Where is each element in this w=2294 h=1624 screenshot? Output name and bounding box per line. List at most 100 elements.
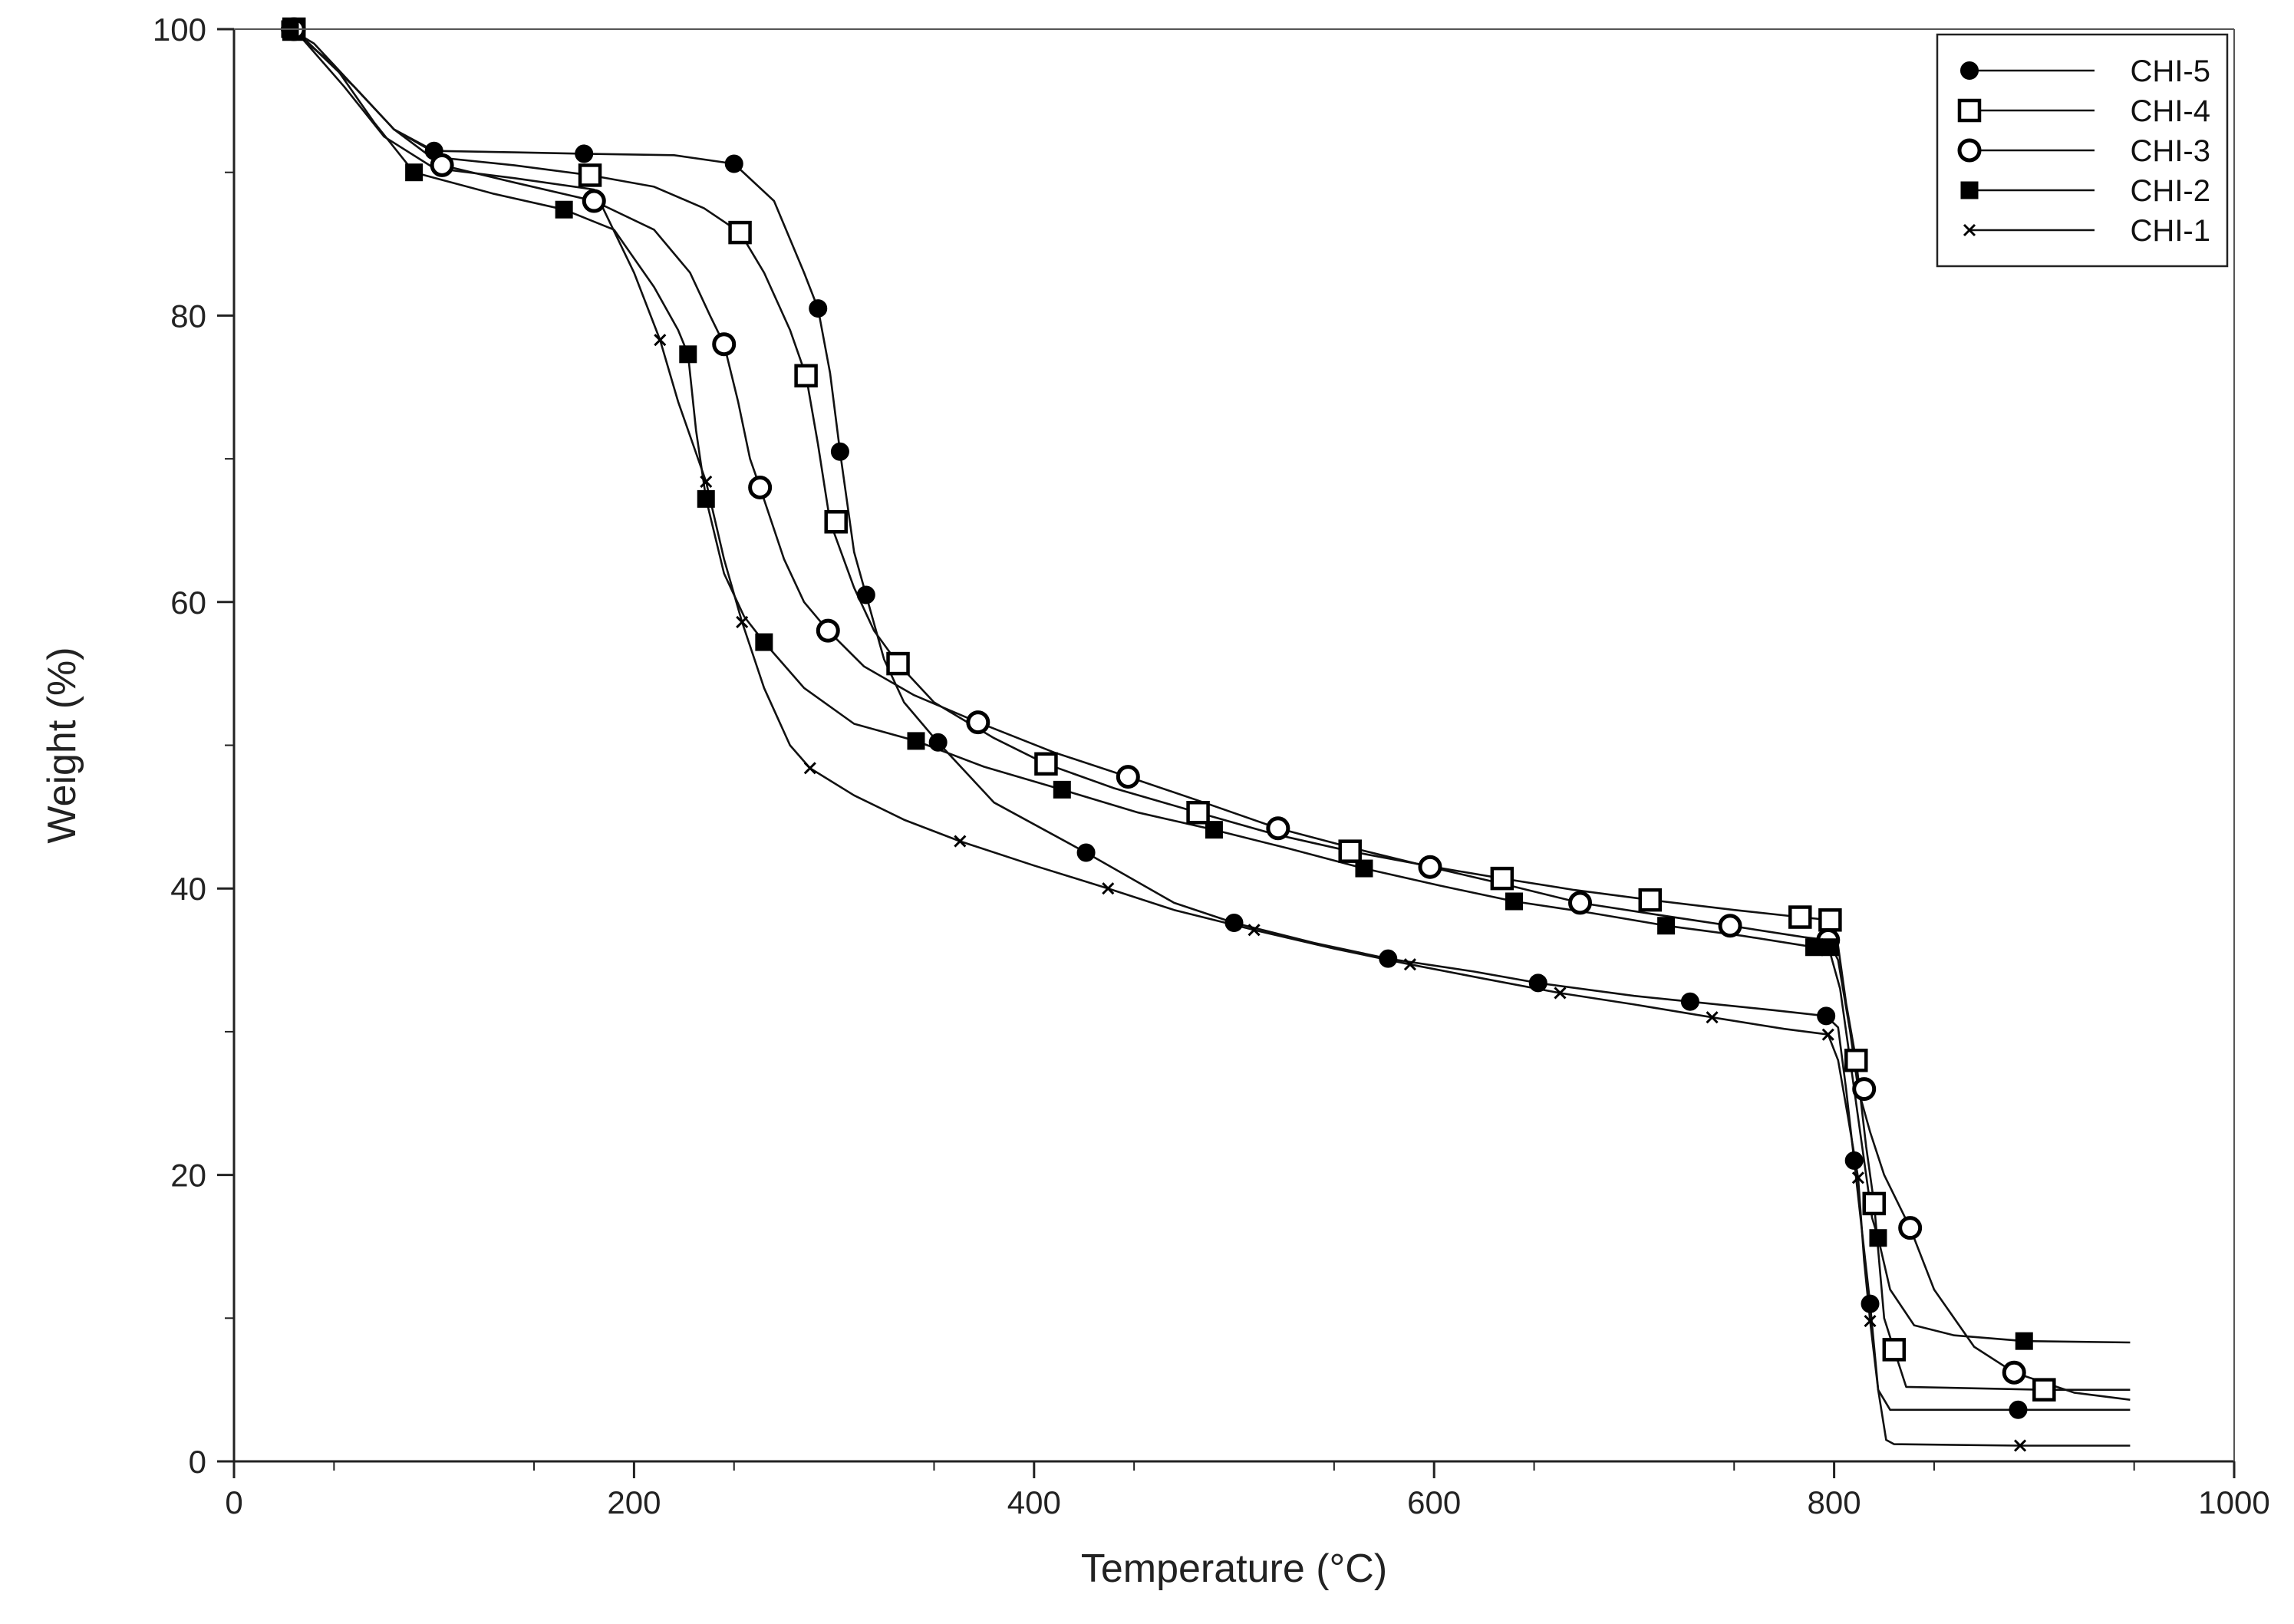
data-point-chi-5 — [1861, 1294, 1880, 1313]
legend-marker-chi-4 — [1957, 98, 1982, 123]
data-point-chi-3 — [582, 189, 606, 213]
data-point-chi-4 — [578, 163, 602, 187]
data-point-chi-3 — [712, 332, 737, 357]
data-point-chi-4 — [2032, 1378, 2056, 1402]
x-tick-label: 200 — [607, 1484, 661, 1520]
data-point-chi-4 — [1338, 839, 1362, 863]
data-point-chi-5 — [724, 154, 743, 173]
data-point-chi-4 — [1034, 752, 1058, 776]
data-point-chi-5 — [1528, 973, 1547, 993]
legend-label-chi-3: CHI-3 — [2131, 134, 2210, 168]
data-point-chi-1 — [2013, 1439, 2027, 1452]
data-point-chi-2 — [405, 163, 424, 182]
data-point-chi-1 — [1102, 882, 1115, 895]
data-point-chi-4 — [794, 364, 818, 388]
data-point-chi-4 — [1490, 866, 1515, 891]
data-point-chi-3 — [1116, 765, 1140, 789]
data-point-chi-4 — [886, 651, 910, 676]
data-point-chi-5 — [2009, 1400, 2028, 1419]
data-point-chi-5 — [830, 442, 849, 461]
data-point-chi-5 — [809, 299, 828, 318]
y-tick-label: 0 — [189, 1444, 206, 1480]
plot-area — [280, 17, 2131, 1452]
data-point-chi-5 — [1680, 992, 1699, 1011]
data-point-chi-3 — [1418, 855, 1442, 879]
legend-label-chi-1: CHI-1 — [2131, 214, 2210, 248]
legend-label-chi-5: CHI-5 — [2131, 54, 2210, 88]
data-point-chi-3 — [816, 618, 840, 643]
data-point-chi-1 — [803, 762, 816, 775]
data-point-chi-4 — [1818, 908, 1842, 932]
data-point-chi-5 — [1076, 843, 1096, 862]
data-point-chi-5 — [575, 144, 594, 163]
data-point-chi-5 — [856, 585, 875, 604]
data-point-chi-1 — [954, 835, 967, 848]
x-tick-label: 600 — [1407, 1484, 1461, 1520]
data-point-chi-5 — [1817, 1006, 1836, 1026]
legend-marker-chi-3 — [1957, 138, 1982, 163]
data-point-chi-1 — [1706, 1011, 1719, 1024]
data-point-chi-2 — [679, 345, 697, 364]
data-point-chi-3 — [1898, 1216, 1923, 1240]
data-point-chi-3 — [1718, 914, 1742, 938]
data-point-chi-2 — [1657, 917, 1676, 935]
y-tick-label: 60 — [170, 585, 206, 621]
data-point-chi-2 — [755, 633, 773, 651]
data-point-chi-4 — [1882, 1338, 1907, 1362]
y-tick-label: 80 — [170, 298, 206, 334]
data-point-chi-3 — [1852, 1077, 1877, 1102]
x-tick-label: 400 — [1007, 1484, 1061, 1520]
data-point-chi-2 — [1821, 938, 1839, 957]
data-point-chi-2 — [1205, 821, 1223, 839]
data-point-chi-2 — [555, 200, 573, 219]
x-tick-label: 0 — [225, 1484, 242, 1520]
data-point-chi-5 — [1224, 914, 1244, 933]
legend: CHI-5 CHI-4 CHI-3 CHI-2 CHI-1 — [1936, 33, 2229, 268]
data-point-chi-5 — [928, 733, 948, 752]
data-point-chi-4 — [1186, 800, 1210, 825]
data-point-chi-2 — [697, 489, 715, 508]
x-tick-label: 800 — [1808, 1484, 1861, 1520]
data-point-chi-1 — [700, 475, 713, 489]
data-point-chi-3 — [748, 475, 773, 499]
data-point-chi-1 — [1851, 1171, 1864, 1184]
data-point-chi-2 — [2015, 1332, 2033, 1350]
data-point-chi-1 — [654, 334, 667, 347]
data-point-chi-1 — [1554, 987, 1567, 1000]
data-point-chi-1 — [736, 615, 749, 628]
x-tick-label: 1000 — [2198, 1484, 2269, 1520]
data-point-chi-1 — [1403, 958, 1416, 971]
data-point-chi-5 — [1379, 949, 1398, 968]
data-point-chi-4 — [824, 509, 848, 534]
x-axis-title: Temperature (°C) — [1081, 1547, 1387, 1591]
data-point-chi-3 — [966, 710, 990, 735]
data-point-chi-4 — [1844, 1048, 1868, 1072]
data-point-chi-4 — [728, 220, 752, 245]
data-point-chi-4 — [1862, 1191, 1886, 1216]
axes: 0 200 400 600 800 1000 0 20 40 60 80 100 Temperature… — [40, 12, 2270, 1591]
series-line-chi-2 — [289, 28, 2131, 1344]
series-line-chi-1 — [293, 28, 2131, 1447]
data-point-chi-5 — [1844, 1151, 1864, 1170]
data-point-chi-3 — [2002, 1360, 2026, 1385]
data-point-chi-3 — [1266, 816, 1290, 841]
data-point-chi-2 — [1805, 938, 1824, 957]
data-point-chi-2 — [1053, 780, 1071, 799]
data-point-chi-2 — [1869, 1229, 1887, 1247]
data-point-chi-3 — [430, 153, 454, 177]
legend-marker-chi-2 — [1960, 181, 1979, 199]
data-point-chi-1 — [1248, 924, 1261, 937]
y-tick-label: 20 — [170, 1158, 206, 1194]
data-point-chi-1 — [1864, 1314, 1877, 1328]
y-tick-label: 100 — [153, 12, 206, 48]
data-point-chi-2 — [907, 732, 925, 750]
data-point-chi-4 — [1788, 905, 1812, 929]
data-point-chi-2 — [1355, 859, 1373, 878]
y-tick-label: 40 — [170, 871, 206, 907]
data-point-chi-3 — [1568, 891, 1593, 915]
legend-label-chi-2: CHI-2 — [2131, 174, 2210, 208]
legend-marker-chi-1 — [1963, 223, 1976, 237]
series-line-chi-3 — [293, 28, 2131, 1401]
